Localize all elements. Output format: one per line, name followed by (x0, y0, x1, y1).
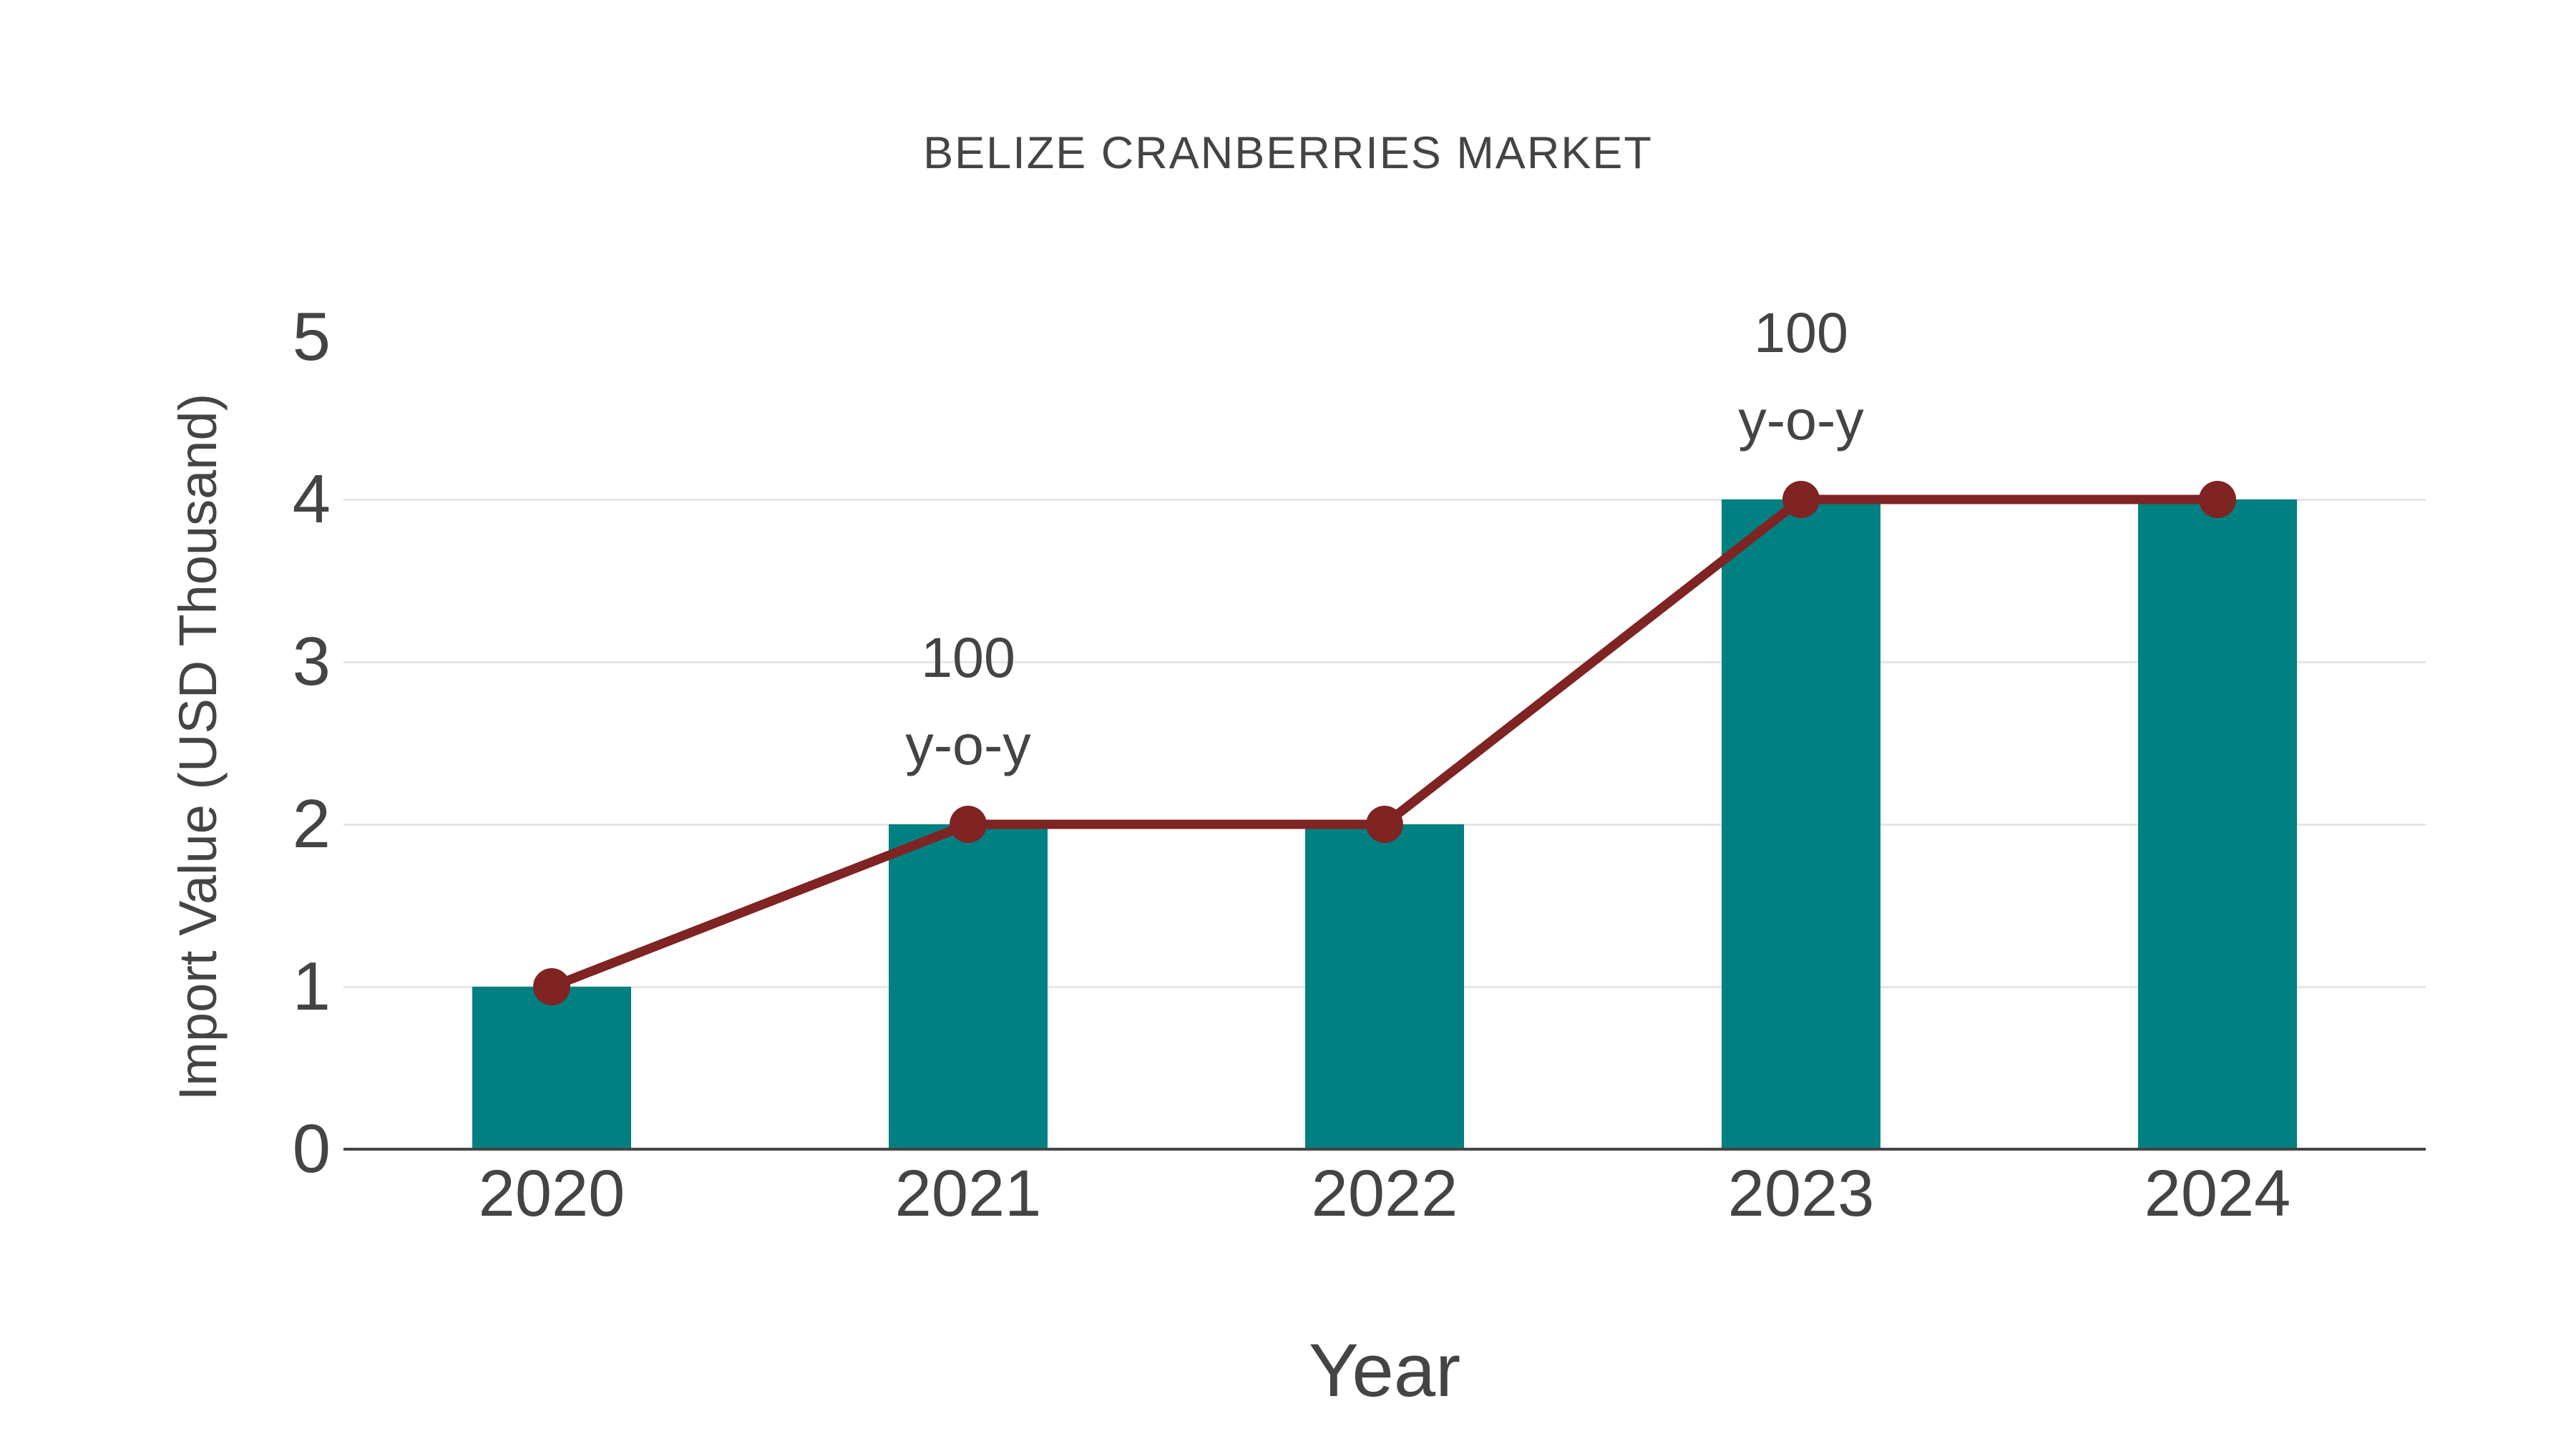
annotation-2023: 100 y-o-y (1622, 289, 1980, 464)
y-tick-label-3: 3 (292, 623, 331, 700)
y-tick-label-0: 0 (292, 1111, 331, 1187)
bar-2023 (1722, 499, 1880, 1149)
annotation-line: y-o-y (1738, 388, 1864, 452)
x-tick-label-2020: 2020 (478, 1157, 625, 1230)
x-axis-line (343, 1148, 2426, 1151)
y-tick-label-2: 2 (292, 786, 331, 862)
y-tick-label-4: 4 (292, 461, 331, 537)
gridline-y-3 (343, 661, 2426, 663)
y-tick-label-1: 1 (292, 948, 331, 1025)
chart-title: BELIZE CRANBERRIES MARKET (923, 128, 1653, 178)
data-point-marker-2024 (2199, 481, 2236, 518)
x-tick-label-2021: 2021 (894, 1157, 1042, 1230)
x-axis-title: Year (1308, 1329, 1461, 1413)
annotation-line: 100 (921, 625, 1015, 689)
y-tick-label-5: 5 (292, 298, 331, 375)
bar-2022 (1305, 824, 1464, 1149)
bar-2020 (472, 987, 631, 1149)
x-tick-label-2023: 2023 (1727, 1157, 1875, 1230)
x-tick-label-2022: 2022 (1311, 1157, 1458, 1230)
data-point-marker-2022 (1366, 806, 1403, 843)
gridline-y-4 (343, 499, 2426, 501)
x-tick-label-2024: 2024 (2144, 1157, 2291, 1230)
data-point-marker-2020 (533, 968, 570, 1005)
bar-2024 (2138, 499, 2297, 1149)
annotation-line: 100 (1754, 301, 1848, 364)
data-point-marker-2023 (1782, 481, 1820, 518)
data-point-marker-2021 (950, 806, 987, 843)
bar-2021 (889, 824, 1048, 1149)
annotation-line: y-o-y (905, 713, 1031, 776)
annotation-2021: 100 y-o-y (789, 614, 1147, 789)
